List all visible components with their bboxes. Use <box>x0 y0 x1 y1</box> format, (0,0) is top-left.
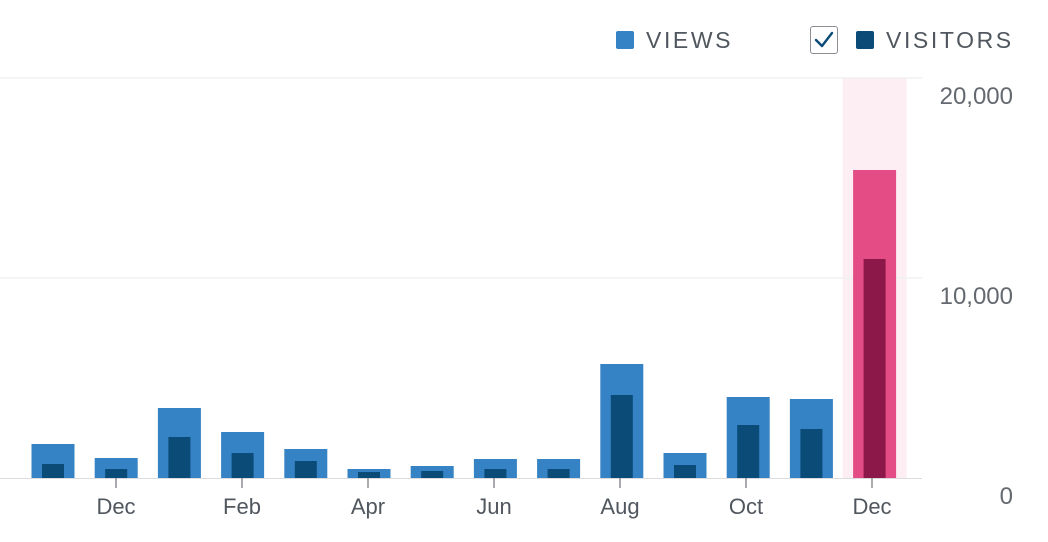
bar-visitors[interactable] <box>610 395 633 478</box>
x-tick-label: Aug <box>600 494 639 519</box>
visitors-toggle-checkbox[interactable] <box>810 26 838 54</box>
checkmark-icon <box>814 31 834 48</box>
bar-visitors[interactable] <box>168 437 191 478</box>
x-tick-label: Oct <box>729 494 763 519</box>
bar-visitors[interactable] <box>800 429 823 478</box>
y-tick-label: 20,000 <box>940 83 1013 110</box>
x-tick-label: Dec <box>852 494 891 519</box>
legend-label-views: VIEWS <box>646 27 734 53</box>
legend-label-visitors: VISITORS <box>886 27 1014 53</box>
bar-visitors[interactable] <box>547 469 570 478</box>
bar-visitors[interactable] <box>421 471 444 478</box>
bar-visitors[interactable] <box>358 472 380 478</box>
legend-item-views: VIEWS <box>616 24 733 56</box>
bar-visitors[interactable] <box>42 464 64 478</box>
bar-visitors[interactable] <box>863 259 886 478</box>
visitors-swatch <box>856 31 874 49</box>
chart-legend: VIEWS VISITORS <box>0 0 1048 78</box>
x-tick-label: Feb <box>223 494 261 519</box>
bar-visitors[interactable] <box>294 461 317 478</box>
x-tick-label: Apr <box>351 494 385 519</box>
y-tick-label: 10,000 <box>940 283 1013 310</box>
x-tick-label: Dec <box>96 494 135 519</box>
bar-visitors[interactable] <box>737 425 760 478</box>
x-tick-label: Jun <box>476 494 511 519</box>
bar-visitors[interactable] <box>484 469 507 478</box>
views-swatch <box>616 31 634 49</box>
bar-visitors[interactable] <box>105 469 128 478</box>
bar-visitors[interactable] <box>231 453 254 478</box>
bar-visitors[interactable] <box>674 465 696 478</box>
legend-item-visitors: VISITORS <box>810 24 1014 56</box>
y-tick-label: 0 <box>1000 483 1013 510</box>
